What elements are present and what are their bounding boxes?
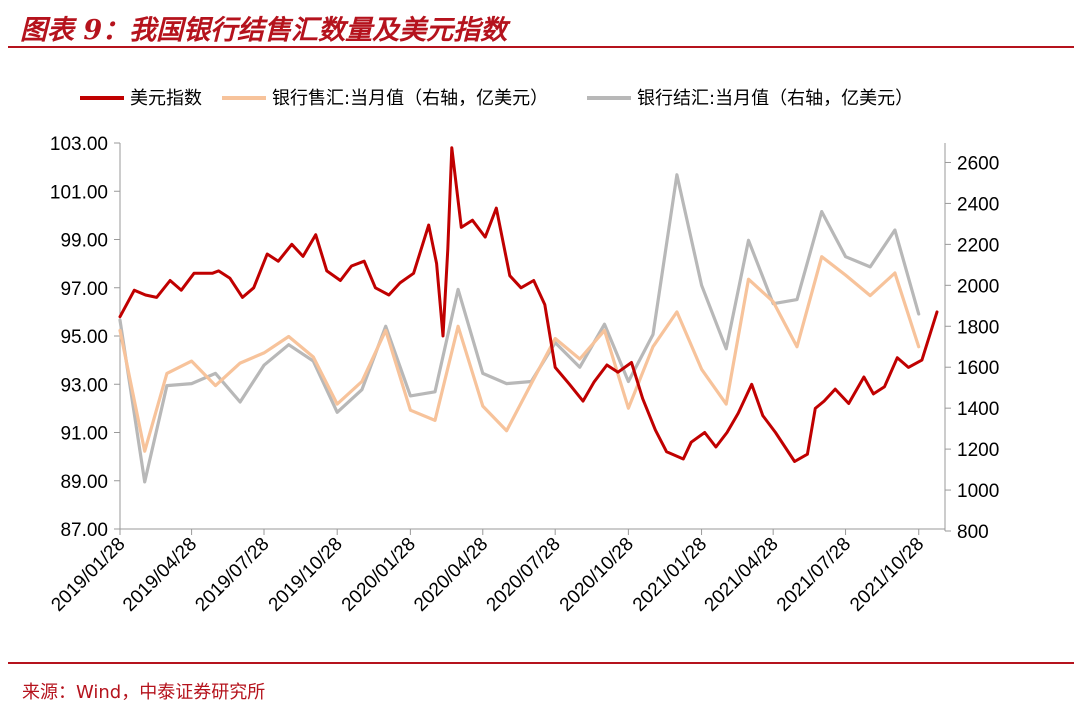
x-tick-label: 2019/04/28: [119, 534, 201, 616]
legend: 美元指数 银行售汇:当月值（右轴，亿美元） 银行结汇:当月值（右轴，亿美元）: [80, 88, 913, 109]
chart-title: 图表 9：我国银行结售汇数量及美元指数: [20, 15, 508, 46]
x-tick-label: 2021/04/28: [701, 534, 783, 616]
right-tick-label: 1600: [957, 358, 999, 379]
x-tick-label: 2020/01/28: [338, 534, 420, 616]
x-tick-label: 2020/04/28: [410, 534, 492, 616]
right-tick-label: 2600: [957, 153, 999, 174]
x-axis-labels: 2019/01/282019/04/282019/07/282019/10/28…: [47, 534, 928, 616]
title-divider: [8, 46, 1074, 48]
x-tick-label: 2020/07/28: [483, 534, 565, 616]
legend-label-2: 银行结汇:当月值（右轴，亿美元）: [637, 88, 913, 109]
left-tick-label: 91.00: [60, 424, 108, 445]
plot-area: [118, 146, 939, 484]
axes: 87.00 89.00 91.00 93.00 95.00 97.00 99.00 101.0…: [50, 134, 999, 543]
footer-divider: [8, 662, 1074, 664]
series-line-0: [118, 146, 939, 463]
x-tick-label: 2021/10/28: [846, 534, 928, 616]
legend-label-0: 美元指数: [130, 88, 202, 109]
x-tick-label: 2021/01/28: [629, 534, 711, 616]
left-tick-label: 87.00: [60, 520, 108, 541]
series-line-2: [118, 173, 921, 484]
left-tick-label: 101.00: [50, 182, 108, 203]
right-tick-label: 2000: [957, 276, 999, 297]
right-tick-label: 1200: [957, 440, 999, 461]
series-line-1: [118, 255, 921, 453]
x-tick-label: 2019/07/28: [191, 534, 273, 616]
right-tick-label: 2400: [957, 194, 999, 215]
left-tick-label: 97.00: [60, 279, 108, 300]
right-tick-label: 1800: [957, 317, 999, 338]
x-tick-label: 2021/07/28: [773, 534, 855, 616]
right-tick-label: 1000: [957, 481, 999, 502]
right-tick-label: 2200: [957, 235, 999, 256]
x-tick-label: 2020/10/28: [556, 534, 638, 616]
source-note: 来源：Wind，中泰证券研究所: [22, 682, 266, 703]
x-tick-label: 2019/10/28: [265, 534, 347, 616]
left-tick-label: 93.00: [60, 375, 108, 396]
left-tick-label: 99.00: [60, 231, 108, 252]
left-tick-label: 89.00: [60, 472, 108, 493]
right-tick-label: 800: [957, 522, 989, 543]
left-tick-label: 95.00: [60, 327, 108, 348]
left-tick-label: 103.00: [50, 134, 108, 155]
legend-label-1: 银行售汇:当月值（右轴，亿美元）: [272, 88, 548, 109]
right-tick-label: 1400: [957, 399, 999, 420]
x-tick-label: 2019/01/28: [47, 534, 129, 616]
